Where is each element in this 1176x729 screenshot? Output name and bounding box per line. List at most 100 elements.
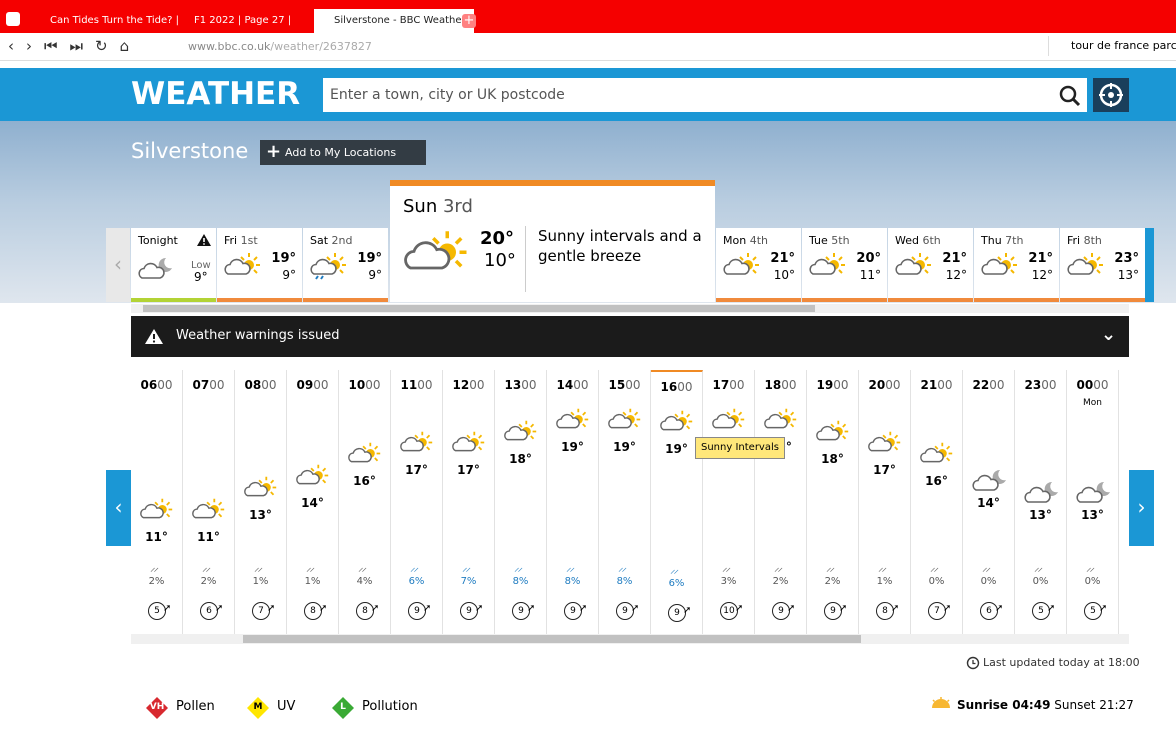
new-tab-button[interactable]: + (462, 13, 476, 28)
hour-column[interactable]: 1500 19° ⸝⸝ 8% 9 ➚ (599, 370, 651, 634)
precip: 0% (980, 576, 997, 587)
high-temp: 19° (357, 251, 382, 266)
hour-column[interactable]: 1700 ⸝⸝ 3% 10 ➚ (703, 370, 755, 634)
search-icon[interactable] (1058, 84, 1082, 108)
hour-column[interactable]: 0900 14° ⸝⸝ 1% 8 ➚ (287, 370, 339, 634)
hour-temp: 18° (821, 451, 844, 466)
day-card[interactable]: Fri 1st 19° 9° (217, 228, 302, 302)
tab[interactable]: Can Tides Turn the Tide? | I (50, 15, 179, 26)
weather-icon (554, 406, 590, 437)
time-part: 07 (192, 378, 210, 392)
location-name: Silverstone (131, 139, 249, 163)
tab[interactable]: F1 2022 | Page 27 | Omega (194, 15, 292, 26)
rain-icon: ⸝⸝ (410, 561, 419, 574)
hour-column[interactable]: 1000 16° ⸝⸝ 4% 8 ➚ (339, 370, 391, 634)
weather-icon (136, 254, 176, 288)
hour-time: 2200 (963, 378, 1014, 392)
hour-column[interactable]: 1600 19° ⸝⸝ 6% 9 ➚ (651, 370, 703, 636)
hour-column[interactable]: 1400 19° ⸝⸝ 8% 9 ➚ (547, 370, 599, 634)
precip: 8% (564, 576, 581, 587)
wind-arrow: ➚ (839, 603, 848, 614)
indicator-label[interactable]: Pollution (362, 699, 418, 714)
wind: 6 (980, 602, 998, 620)
wind: 5 (1084, 602, 1102, 620)
url[interactable]: www.bbc.co.uk/weather/2637827 (188, 40, 372, 53)
wind: 7 (928, 602, 946, 620)
day-card[interactable]: Fri 8th 23° 13° (1060, 228, 1145, 302)
tonight-card[interactable]: Tonight Low 9° (131, 228, 216, 302)
hour-column[interactable]: 1200 17° ⸝⸝ 7% 9 ➚ (443, 370, 495, 634)
hour-column[interactable]: 0000 Mon 13° ⸝⸝ 0% 5 ➚ (1067, 370, 1119, 634)
browser-logo[interactable] (6, 12, 20, 26)
hour-column[interactable]: 2300 13° ⸝⸝ 0% 5 ➚ (1015, 370, 1067, 634)
hour-time: 2100 (911, 378, 962, 392)
hour-temp: 11° (197, 530, 220, 544)
hour-column[interactable]: 0800 13° ⸝⸝ 1% 7 ➚ (235, 370, 287, 634)
url-host: www.bbc.co.uk (188, 40, 271, 53)
day-label: Mon 4th (723, 234, 768, 247)
day-card[interactable]: Mon 4th 21° 10° (716, 228, 801, 302)
locate-button[interactable] (1093, 78, 1129, 112)
selected-day-card[interactable]: Sun 3rd 20° 10° Sunny intervals and a gentl… (390, 180, 715, 302)
active-tab[interactable]: Silverstone - BBC Weather (314, 9, 474, 33)
nav-buttons[interactable]: ‹›⏮⏭↻⌂ (8, 37, 142, 55)
hour-column[interactable]: 1100 17° ⸝⸝ 6% 9 ➚ (391, 370, 443, 634)
hours-prev[interactable]: ‹ (106, 470, 131, 546)
precip: 7% (460, 576, 477, 587)
day-card[interactable]: Sat 2nd 19° 9° (303, 228, 388, 302)
time-part: 21 (920, 378, 938, 392)
wind-arrow: ➚ (371, 603, 380, 614)
day-label: Thu 7th (981, 234, 1023, 247)
hours-next[interactable]: › (1129, 470, 1154, 546)
expand-icon[interactable]: ⌄ (1101, 324, 1117, 345)
indicator-label[interactable]: Pollen (176, 699, 215, 714)
warnings-bar[interactable]: Weather warnings issued ⌄ (131, 316, 1129, 357)
weather-icon (1065, 250, 1105, 284)
site-title[interactable]: WEATHER (131, 76, 301, 112)
add-location-label: Add to My Locations (285, 146, 397, 159)
high-temp: 21° (770, 251, 795, 266)
badge-text: VH (149, 702, 165, 712)
hour-time: 1500 (599, 378, 650, 392)
location-search[interactable]: Enter a town, city or UK postcode (323, 78, 1087, 112)
weather-icon (190, 496, 226, 527)
hour-column[interactable]: 1900 18° ⸝⸝ 2% 9 ➚ (807, 370, 859, 634)
weather-icon (222, 250, 262, 284)
hour-column[interactable]: 0700 11° ⸝⸝ 2% 6 ➚ (183, 370, 235, 634)
hour-column[interactable]: 180019°⸝⸝2%9➚ (755, 370, 807, 634)
search-field[interactable]: tour de france parcour (1048, 36, 1176, 56)
time-part: 11 (400, 378, 418, 392)
wind-arrow: ➚ (735, 603, 744, 614)
time-part: 00 (937, 378, 953, 392)
time-part: 00 (781, 378, 797, 392)
hours-scrollbar[interactable] (131, 634, 1129, 644)
weather-icon (398, 429, 434, 460)
divider (525, 226, 526, 292)
hour-column[interactable]: 2200 14° ⸝⸝ 0% 6 ➚ (963, 370, 1015, 634)
bar (802, 298, 887, 302)
hour-temp: 11° (145, 530, 168, 544)
hour-column[interactable]: 2000 17° ⸝⸝ 1% 8 ➚ (859, 370, 911, 634)
wind-arrow: ➚ (891, 603, 900, 614)
rain-icon: ⸝⸝ (202, 561, 211, 574)
time-part: 00 (209, 378, 225, 392)
wind-arrow: ➚ (215, 603, 224, 614)
day-card[interactable]: Thu 7th 21° 12° (974, 228, 1059, 302)
days-scrollbar[interactable] (131, 304, 1129, 313)
hour-column[interactable]: 2100 16° ⸝⸝ 0% 7 ➚ (911, 370, 963, 634)
day-text: Fri (1067, 234, 1081, 247)
day-text: Fri (224, 234, 238, 247)
days-prev[interactable]: ‹ (106, 228, 130, 302)
hour-column[interactable]: 0600 11° ⸝⸝ 2% 5 ➚ (131, 370, 183, 634)
hour-temp: 14° (977, 496, 1000, 511)
rain-icon: ⸝⸝ (618, 561, 627, 574)
hour-column[interactable]: 1300 18° ⸝⸝ 8% 9 ➚ (495, 370, 547, 634)
time-part: 22 (972, 378, 990, 392)
day-card[interactable]: Tue 5th 20° 11° (802, 228, 887, 302)
indicator-label[interactable]: UV (277, 699, 296, 714)
day-card[interactable]: Wed 6th 21° 12° (888, 228, 973, 302)
day-text: 4th (749, 234, 768, 247)
time-part: 00 (157, 378, 173, 392)
add-location-button[interactable]: + Add to My Locations (260, 140, 426, 165)
